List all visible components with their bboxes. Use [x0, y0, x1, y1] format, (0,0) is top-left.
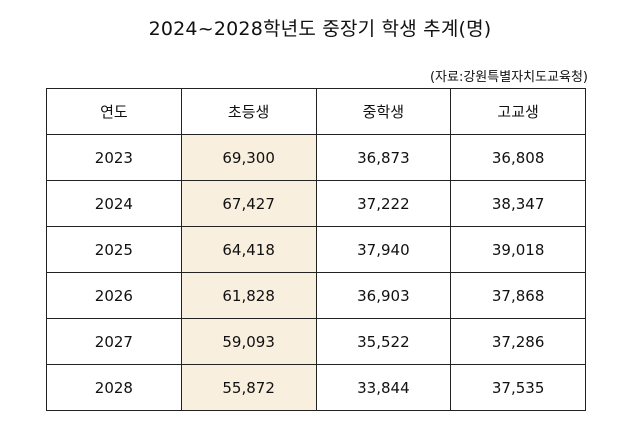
cell-year: 2025 [46, 226, 182, 273]
cell-elementary: 67,427 [180, 180, 317, 227]
table-row: 2026 61,828 36,903 37,868 [46, 272, 586, 319]
cell-year: 2027 [46, 318, 182, 365]
cell-elementary: 61,828 [180, 272, 317, 319]
cell-year: 2023 [46, 134, 182, 181]
table-row: 2027 59,093 35,522 37,286 [46, 318, 586, 365]
cell-elementary: 55,872 [180, 364, 317, 411]
table-row: 2024 67,427 37,222 38,347 [46, 180, 586, 227]
cell-year: 2024 [46, 180, 182, 227]
source-note: (자료:강원특별자치도교육청) [429, 70, 588, 85]
cell-high: 37,286 [450, 318, 586, 365]
cell-elementary: 64,418 [180, 226, 317, 273]
cell-year: 2028 [46, 364, 182, 411]
header-middle: 중학생 [315, 88, 452, 135]
cell-elementary: 59,093 [180, 318, 317, 365]
header-elementary: 초등생 [180, 88, 317, 135]
cell-middle: 33,844 [315, 364, 452, 411]
header-high: 고교생 [450, 88, 586, 135]
cell-high: 37,535 [450, 364, 586, 411]
table-header-row: 연도 초등생 중학생 고교생 [46, 88, 586, 135]
cell-year: 2026 [46, 272, 182, 319]
cell-high: 39,018 [450, 226, 586, 273]
header-year: 연도 [46, 88, 182, 135]
cell-middle: 36,873 [315, 134, 452, 181]
student-projection-table: 연도 초등생 중학생 고교생 2023 69,300 36,873 36,808… [46, 88, 586, 411]
cell-high: 38,347 [450, 180, 586, 227]
cell-high: 37,868 [450, 272, 586, 319]
cell-middle: 35,522 [315, 318, 452, 365]
cell-middle: 36,903 [315, 272, 452, 319]
cell-high: 36,808 [450, 134, 586, 181]
cell-middle: 37,940 [315, 226, 452, 273]
page-title: 2024~2028학년도 중장기 학생 추계(명) [148, 18, 492, 40]
table-row: 2028 55,872 33,844 37,535 [46, 364, 586, 411]
table-row: 2023 69,300 36,873 36,808 [46, 134, 586, 181]
cell-middle: 37,222 [315, 180, 452, 227]
table-row: 2025 64,418 37,940 39,018 [46, 226, 586, 273]
cell-elementary: 69,300 [180, 134, 317, 181]
